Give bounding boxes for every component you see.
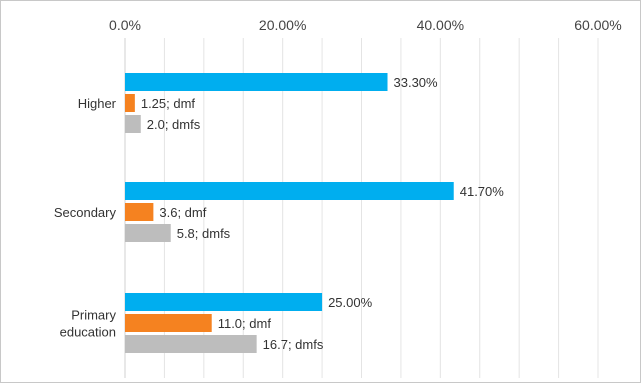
data-label: 1.25; dmf	[141, 96, 196, 111]
category-label: Primary education	[60, 308, 117, 340]
bar	[125, 293, 323, 311]
data-label: 16.7; dmfs	[263, 337, 324, 352]
data-label: 11.0; dmf	[218, 316, 272, 331]
x-tick-label: 20.00%	[259, 17, 306, 33]
bars-layer: 33.30% 1.25; dmf 2.0; dmfs 41.70% 3.6; dmf 5.…	[125, 73, 504, 353]
data-label: 5.8; dmfs	[177, 226, 231, 241]
data-label: 25.00%	[328, 295, 373, 310]
bar	[125, 314, 212, 332]
category-labels: Higher Secondary Primary education	[54, 96, 117, 340]
bar	[125, 335, 257, 353]
category-label-line: Secondary	[54, 205, 117, 220]
data-label: 41.70%	[460, 184, 505, 199]
x-tick-label: 40.00%	[417, 17, 464, 33]
category-label: Secondary	[54, 205, 117, 220]
data-label: 3.6; dmf	[159, 205, 206, 220]
category-label-line: Primary	[71, 308, 116, 323]
data-label: 2.0; dmfs	[147, 117, 201, 132]
category-label: Higher	[78, 96, 117, 111]
x-tick-label: 60.00%	[574, 17, 621, 33]
category-label-line: Higher	[78, 96, 117, 111]
bar	[125, 115, 141, 133]
x-tick-label: 0.0%	[109, 17, 141, 33]
bar	[125, 224, 171, 242]
x-axis-ticks: 0.0% 20.00% 40.00% 60.00%	[109, 17, 622, 33]
data-label: 33.30%	[394, 75, 439, 90]
category-label-line: education	[60, 325, 116, 340]
bar	[125, 73, 388, 91]
bar	[125, 94, 135, 112]
bar	[125, 203, 154, 221]
bar	[125, 182, 454, 200]
